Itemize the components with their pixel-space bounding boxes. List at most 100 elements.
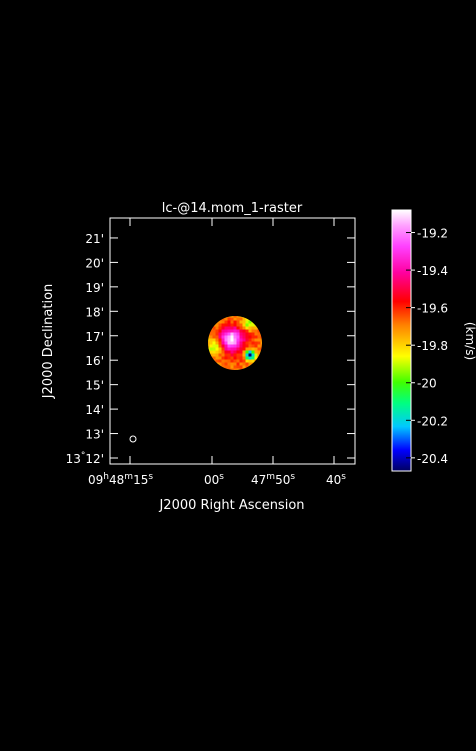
source-pixel xyxy=(239,368,243,370)
source-pixel xyxy=(227,347,231,351)
source-pixel xyxy=(215,332,219,336)
source-pixel xyxy=(236,335,240,339)
source-pixel xyxy=(218,329,222,333)
source-pixel xyxy=(230,323,234,327)
source-pixel xyxy=(242,350,246,354)
source-pixel xyxy=(239,365,243,369)
source-pixel xyxy=(251,359,255,363)
source-pixel xyxy=(242,353,246,357)
source-pixel xyxy=(227,344,231,348)
source-pixel xyxy=(248,365,252,369)
y-tick-label: 15' xyxy=(85,379,104,393)
source-pixel xyxy=(245,329,249,333)
source-pixel xyxy=(239,320,243,324)
source-pixel xyxy=(233,323,237,327)
source-pixel xyxy=(209,323,213,327)
source-pixel xyxy=(215,338,219,342)
x-tick-label: 40s xyxy=(326,472,346,487)
source-pixel xyxy=(257,344,261,348)
source-pixel xyxy=(239,362,243,366)
source-pixel xyxy=(248,344,252,348)
source-pixel xyxy=(221,320,225,324)
source-pixel xyxy=(233,359,237,363)
x-tick-label: 09h48m15s xyxy=(88,472,153,487)
source-pixel xyxy=(251,365,255,369)
source-pixel xyxy=(212,344,216,348)
source-pixel xyxy=(227,356,231,360)
source-pixel xyxy=(221,335,225,339)
source-pixel xyxy=(242,347,246,351)
source-pixel xyxy=(254,356,258,360)
source-pixel xyxy=(209,341,213,345)
source-pixel xyxy=(209,347,213,351)
source-pixel xyxy=(224,368,228,370)
source-pixel xyxy=(227,326,231,330)
source-pixel xyxy=(230,329,234,333)
source-pixel xyxy=(233,347,237,351)
source-pixel xyxy=(227,365,231,369)
source-pixel xyxy=(233,350,237,354)
source-pixel xyxy=(224,350,228,354)
source-pixel xyxy=(227,353,231,357)
source-pixel xyxy=(248,341,252,345)
source-pixel xyxy=(260,344,262,348)
source-pixel xyxy=(236,347,240,351)
x-tick-label: 00s xyxy=(204,472,224,487)
y-axis-ticks: 13°12' 13' 14' 15' 16' 17' 18' 19' 20' 21' xyxy=(66,232,355,466)
source-pixel xyxy=(254,350,258,354)
source-pixel xyxy=(221,347,225,351)
chart-title: lc-@14.mom_1-raster xyxy=(162,201,303,216)
plot-frame xyxy=(109,217,356,465)
source-pixel xyxy=(245,317,249,321)
source-pixel xyxy=(251,326,255,330)
source-pixel xyxy=(236,350,240,354)
source-pixel xyxy=(257,347,261,351)
source-pixel xyxy=(239,353,243,357)
source-pixel xyxy=(215,326,219,330)
source-pixel xyxy=(239,338,243,342)
source-pixel xyxy=(209,359,213,363)
source-pixel xyxy=(227,350,231,354)
source-pixel xyxy=(221,326,225,330)
source-pixel xyxy=(224,362,228,366)
source-pixel xyxy=(257,335,261,339)
source-pixel xyxy=(257,332,261,336)
source-pixel xyxy=(257,341,261,345)
source-pixel xyxy=(242,356,246,360)
source-pixel xyxy=(212,341,216,345)
source-pixel xyxy=(218,335,222,339)
source-pixel xyxy=(242,317,246,321)
source-pixel xyxy=(218,338,222,342)
source-pixel xyxy=(221,344,225,348)
source-pixel xyxy=(212,332,216,336)
source-pixel xyxy=(245,356,249,360)
source-pixel xyxy=(260,335,262,339)
source-pixel xyxy=(221,350,225,354)
velocity-source-blob xyxy=(208,316,262,370)
source-pixel xyxy=(233,329,237,333)
source-pixel xyxy=(257,326,261,330)
source-pixel xyxy=(233,341,237,345)
source-pixel xyxy=(242,329,246,333)
source-pixel xyxy=(212,338,216,342)
source-pixel xyxy=(248,329,252,333)
source-pixel xyxy=(242,326,246,330)
source-pixel xyxy=(257,359,261,363)
source-pixel xyxy=(224,316,228,318)
source-pixel xyxy=(212,356,216,360)
y-tick-label: 21' xyxy=(85,232,104,246)
source-pixel xyxy=(236,341,240,345)
y-axis-title: J2000 Declination xyxy=(41,284,56,400)
source-pixel xyxy=(233,317,237,321)
source-pixel xyxy=(257,323,261,327)
source-pixel xyxy=(236,338,240,342)
source-pixel xyxy=(224,356,228,360)
source-pixel xyxy=(224,332,228,336)
source-pixel xyxy=(215,365,219,369)
colorbar-gradient xyxy=(391,209,412,472)
source-pixel xyxy=(209,353,213,357)
source-pixel xyxy=(230,320,234,324)
source-pixel xyxy=(212,359,216,363)
source-pixel xyxy=(251,350,255,354)
source-pixel xyxy=(245,316,249,318)
